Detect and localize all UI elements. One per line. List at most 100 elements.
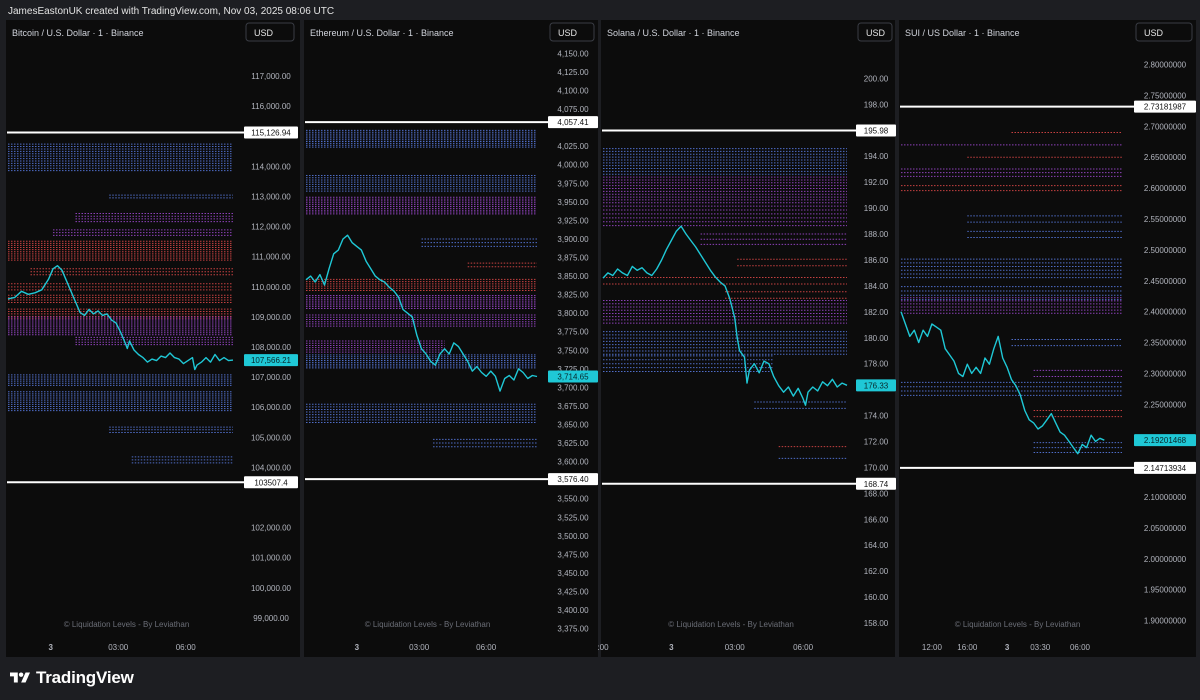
y-tick-label: 3,550.00 xyxy=(557,495,589,504)
level-high-badge xyxy=(244,126,298,139)
chart-panel-2: © Liquidation Levels - By Leviathan 4,150… xyxy=(304,20,598,657)
chart-title: Solana / U.S. Dollar · 1 · Binance xyxy=(607,28,740,38)
tradingview-logo-icon xyxy=(10,672,30,683)
y-tick-label: 3,850.00 xyxy=(557,272,589,281)
y-tick-label: 4,125.00 xyxy=(557,68,589,77)
chart-panel-1: © Liquidation Levels - By Leviathan 117,0… xyxy=(6,20,300,657)
y-tick-label: 100,000.00 xyxy=(251,584,292,593)
price-line xyxy=(305,234,538,392)
y-tick-label: 113,000.00 xyxy=(251,193,291,202)
y-tick-label: 101,000.00 xyxy=(251,554,292,563)
x-tick-label: 12:00 xyxy=(922,643,943,652)
chart-title: Ethereum / U.S. Dollar · 1 · Binance xyxy=(310,28,454,38)
y-tick-label: 110,000.00 xyxy=(251,283,291,292)
level-low-label: 2.14713934 xyxy=(1144,464,1187,473)
x-tick-label: 3 xyxy=(1005,643,1010,652)
y-tick-label: 2.00000000 xyxy=(1144,555,1187,564)
last-price-badge xyxy=(1134,434,1196,447)
last-price-label: 107,566.21 xyxy=(251,356,292,365)
chart-title: Bitcoin / U.S. Dollar · 1 · Binance xyxy=(12,28,144,38)
created-by-line: JamesEastonUK created with TradingView.c… xyxy=(8,6,335,17)
level-low-badge xyxy=(548,473,598,486)
x-tick-label: 3 xyxy=(49,643,54,652)
y-tick-label: 3,625.00 xyxy=(557,439,589,448)
y-tick-label: 190.00 xyxy=(864,204,889,213)
y-tick-label: 3,375.00 xyxy=(557,625,589,634)
tradingview-wordmark: TradingView xyxy=(36,668,134,687)
y-tick-label: 105,000.00 xyxy=(251,433,292,442)
watermark-text: © Liquidation Levels - By Leviathan xyxy=(365,620,491,629)
y-tick-label: 3,975.00 xyxy=(557,179,589,188)
price-line xyxy=(900,311,1105,455)
y-tick-label: 3,875.00 xyxy=(557,254,589,263)
y-tick-label: 182.00 xyxy=(864,308,889,317)
y-tick-label: 170.00 xyxy=(864,463,889,472)
y-tick-label: 3,675.00 xyxy=(557,402,589,411)
y-tick-label: 112,000.00 xyxy=(251,223,291,232)
y-tick-label: 2.50000000 xyxy=(1144,246,1187,255)
y-tick-label: 3,475.00 xyxy=(557,550,589,559)
y-tick-label: 4,075.00 xyxy=(557,105,589,114)
y-tick-label: 2.05000000 xyxy=(1144,524,1187,533)
tradingview-logo[interactable]: TradingView xyxy=(10,668,134,688)
y-tick-label: 3,425.00 xyxy=(557,587,589,596)
level-low-badge xyxy=(856,477,896,490)
x-tick-label: 03:00 xyxy=(409,643,430,652)
x-tick-label: 06:00 xyxy=(1070,643,1091,652)
chart-title: SUI / US Dollar · 1 · Binance xyxy=(905,28,1020,38)
level-low-badge xyxy=(1134,461,1196,474)
y-tick-label: 164.00 xyxy=(864,541,889,550)
x-tick-label: :00 xyxy=(597,643,609,652)
y-tick-label: 3,775.00 xyxy=(557,328,589,337)
y-tick-label: 184.00 xyxy=(864,282,889,291)
y-tick-label: 4,000.00 xyxy=(557,161,589,170)
y-tick-label: 178.00 xyxy=(864,360,889,369)
x-tick-label: 06:00 xyxy=(793,643,814,652)
level-high-label: 115,126.94 xyxy=(251,128,291,137)
y-tick-label: 4,100.00 xyxy=(557,87,589,96)
y-tick-label: 2.25000000 xyxy=(1144,400,1187,409)
currency-button xyxy=(1135,22,1193,42)
y-tick-label: 3,950.00 xyxy=(557,198,589,207)
y-tick-label: 3,525.00 xyxy=(557,513,589,522)
y-tick-label: 1.95000000 xyxy=(1144,586,1187,595)
level-low-label: 103507.4 xyxy=(254,478,288,487)
y-tick-label: 3,400.00 xyxy=(557,606,589,615)
y-tick-label: 117,000.00 xyxy=(251,72,291,81)
y-tick-label: 107,000.00 xyxy=(251,373,292,382)
y-tick-label: 4,025.00 xyxy=(557,142,589,151)
y-tick-label: 2.75000000 xyxy=(1144,91,1187,100)
y-tick-label: 2.55000000 xyxy=(1144,215,1187,224)
last-price-label: 3,714.65 xyxy=(557,373,589,382)
y-tick-label: 114,000.00 xyxy=(251,162,291,171)
last-price-badge xyxy=(856,379,896,392)
y-tick-label: 2.80000000 xyxy=(1144,61,1187,70)
x-tick-label: 03:00 xyxy=(108,643,129,652)
level-high-badge xyxy=(1134,100,1196,113)
y-tick-label: 3,600.00 xyxy=(557,458,589,467)
y-tick-label: 200.00 xyxy=(864,74,889,83)
level-high-label: 195.98 xyxy=(864,127,889,136)
charts-canvas: © Liquidation Levels - By Leviathan 117,0… xyxy=(6,20,1196,657)
y-tick-label: 108,000.00 xyxy=(251,343,292,352)
x-tick-label: 06:00 xyxy=(176,643,197,652)
price-line xyxy=(7,265,234,371)
currency-label: USD xyxy=(866,28,886,38)
y-tick-label: 192.00 xyxy=(864,178,889,187)
y-tick-label: 99,000.00 xyxy=(253,614,289,623)
y-tick-label: 3,900.00 xyxy=(557,235,589,244)
y-tick-label: 188.00 xyxy=(864,230,889,239)
panel-background xyxy=(6,20,300,657)
watermark-text: © Liquidation Levels - By Leviathan xyxy=(64,620,190,629)
watermark-text: © Liquidation Levels - By Leviathan xyxy=(955,620,1081,629)
y-tick-label: 186.00 xyxy=(864,256,889,265)
level-low-badge xyxy=(244,476,298,489)
y-tick-label: 2.40000000 xyxy=(1144,308,1187,317)
y-tick-label: 106,000.00 xyxy=(251,403,292,412)
y-tick-label: 102,000.00 xyxy=(251,524,292,533)
y-tick-label: 166.00 xyxy=(864,515,889,524)
price-line xyxy=(602,225,848,406)
watermark-text: © Liquidation Levels - By Leviathan xyxy=(668,620,794,629)
level-low-label: 168.74 xyxy=(864,480,889,489)
y-tick-label: 2.10000000 xyxy=(1144,493,1187,502)
